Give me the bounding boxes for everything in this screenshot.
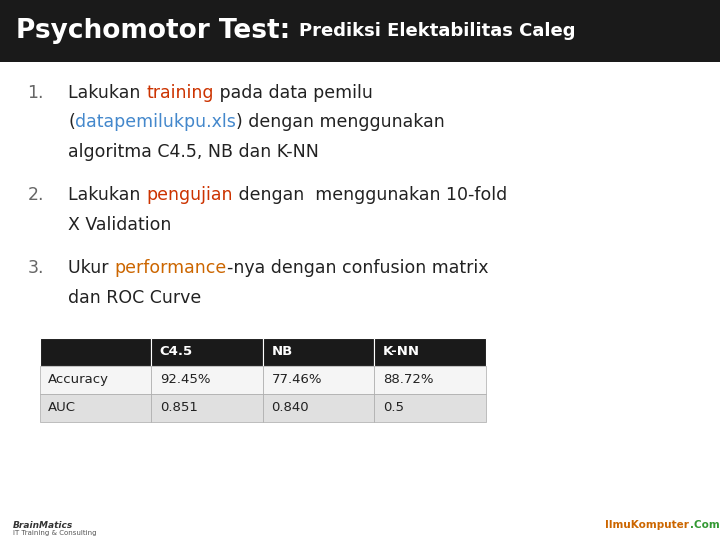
Text: -nya dengan confusion matrix: -nya dengan confusion matrix bbox=[227, 259, 488, 277]
Bar bbox=[40, 338, 151, 366]
Text: 0.840: 0.840 bbox=[271, 401, 309, 414]
Text: K-NN: K-NN bbox=[383, 345, 420, 358]
Text: IT Training & Consulting: IT Training & Consulting bbox=[13, 530, 96, 536]
Bar bbox=[40, 366, 151, 394]
Bar bbox=[374, 366, 486, 394]
Text: training: training bbox=[146, 84, 214, 102]
Text: .Com: .Com bbox=[690, 520, 719, 530]
Text: 88.72%: 88.72% bbox=[383, 373, 433, 386]
Text: ) dengan menggunakan: ) dengan menggunakan bbox=[236, 113, 445, 131]
Text: Ukur: Ukur bbox=[68, 259, 114, 277]
Text: AUC: AUC bbox=[48, 401, 76, 414]
Bar bbox=[263, 366, 374, 394]
Bar bbox=[263, 338, 374, 366]
Text: 0.851: 0.851 bbox=[160, 401, 198, 414]
Text: Lakukan: Lakukan bbox=[68, 84, 146, 102]
Text: pada data pemilu: pada data pemilu bbox=[214, 84, 373, 102]
Bar bbox=[263, 394, 374, 422]
Text: pengujian: pengujian bbox=[146, 186, 233, 204]
Text: datapemilukpu.xls: datapemilukpu.xls bbox=[75, 113, 236, 131]
Text: performance: performance bbox=[114, 259, 227, 277]
Text: Prediksi Elektabilitas Caleg: Prediksi Elektabilitas Caleg bbox=[300, 22, 576, 40]
Bar bbox=[374, 394, 486, 422]
Text: 2.: 2. bbox=[27, 186, 44, 204]
Text: 92.45%: 92.45% bbox=[160, 373, 210, 386]
Bar bbox=[374, 338, 486, 366]
Text: (: ( bbox=[68, 113, 75, 131]
Text: 1.: 1. bbox=[27, 84, 44, 102]
Text: NB: NB bbox=[271, 345, 293, 358]
Bar bbox=[40, 394, 151, 422]
Text: Accuracy: Accuracy bbox=[48, 373, 109, 386]
Bar bbox=[151, 394, 263, 422]
Text: 0.5: 0.5 bbox=[383, 401, 404, 414]
Text: dan ROC Curve: dan ROC Curve bbox=[68, 289, 202, 307]
Text: 77.46%: 77.46% bbox=[271, 373, 322, 386]
Text: algoritma C4.5, NB dan K-NN: algoritma C4.5, NB dan K-NN bbox=[68, 143, 319, 161]
Text: 3.: 3. bbox=[27, 259, 44, 277]
Text: Psychomotor Test:: Psychomotor Test: bbox=[16, 18, 300, 44]
Text: dengan  menggunakan 10-fold: dengan menggunakan 10-fold bbox=[233, 186, 507, 204]
Text: Lakukan: Lakukan bbox=[68, 186, 146, 204]
Text: C4.5: C4.5 bbox=[160, 345, 193, 358]
Text: BrainMatics: BrainMatics bbox=[13, 521, 73, 530]
Bar bbox=[151, 366, 263, 394]
Bar bbox=[151, 338, 263, 366]
Text: X Validation: X Validation bbox=[68, 216, 172, 234]
Bar bbox=[0, 0, 720, 62]
Text: IlmuKomputer: IlmuKomputer bbox=[605, 520, 688, 530]
